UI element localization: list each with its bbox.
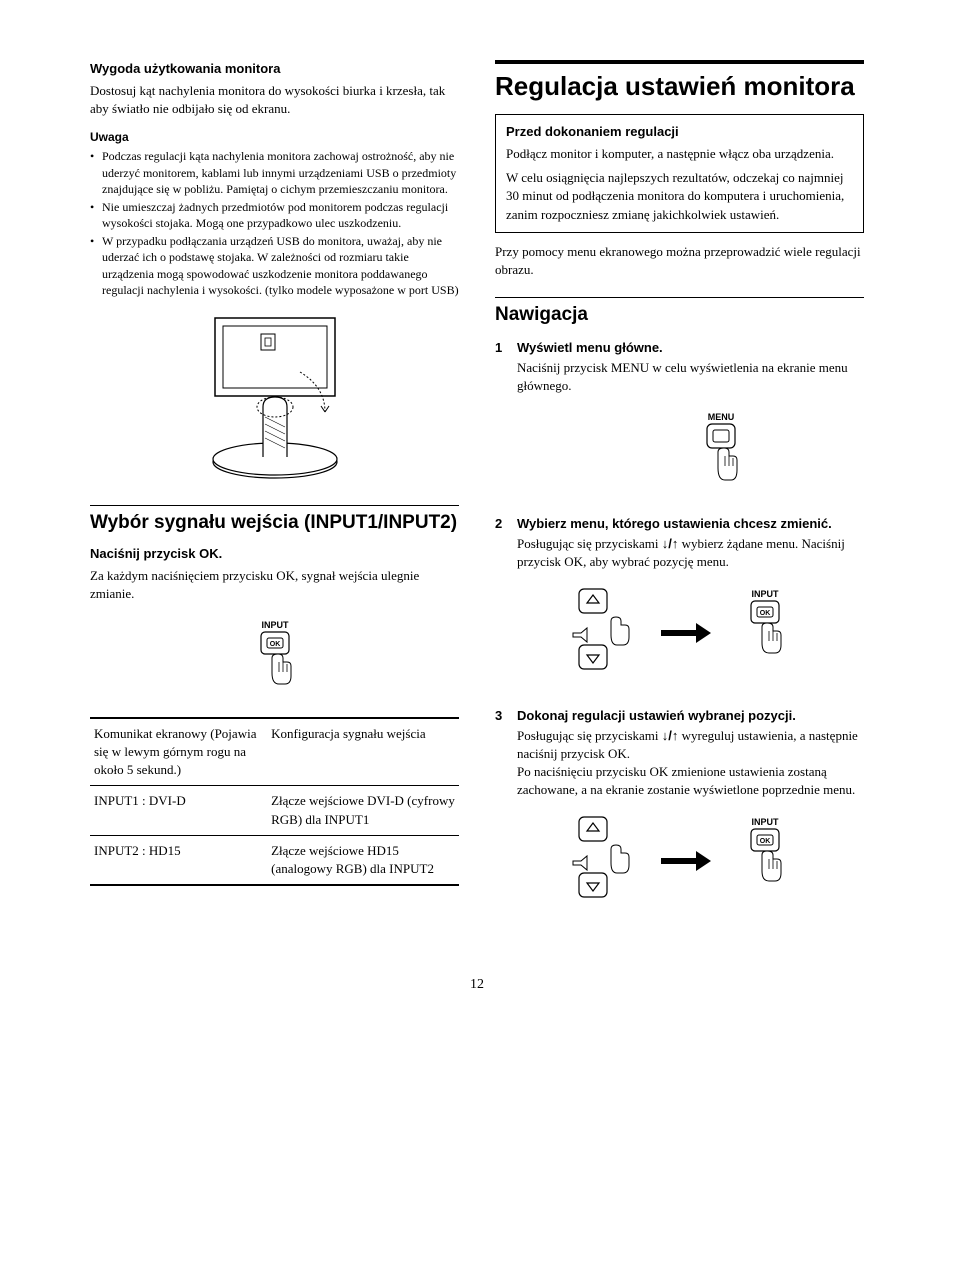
- before-adjust-p2: W celu osiągnięcia najlepszych rezultató…: [506, 169, 853, 224]
- step-title: Wyświetl menu główne.: [517, 339, 864, 357]
- table-row: INPUT1 : DVI-D Złącze wejściowe DVI-D (c…: [90, 786, 459, 835]
- table-row: INPUT2 : HD15 Złącze wejściowe HD15 (ana…: [90, 835, 459, 885]
- svg-text:OK: OK: [759, 610, 770, 617]
- svg-text:INPUT: INPUT: [751, 589, 779, 599]
- table-cell: Złącze wejściowe DVI-D (cyfrowy RGB) dla…: [267, 786, 459, 835]
- table-cell: Złącze wejściowe HD15 (analogowy RGB) dl…: [267, 835, 459, 885]
- note-item: Podczas regulacji kąta nachylenia monito…: [90, 148, 459, 197]
- table-header-col1: Komunikat ekranowy (Pojawia się w lewym …: [90, 718, 267, 786]
- navigation-heading: Nawigacja: [495, 297, 864, 327]
- monitor-comfort-block: Wygoda użytkowania monitora Dostosuj kąt…: [90, 60, 459, 119]
- monitor-comfort-paragraph: Dostosuj kąt nachylenia monitora do wyso…: [90, 82, 459, 118]
- svg-text:INPUT: INPUT: [751, 817, 779, 827]
- table-cell: INPUT1 : DVI-D: [90, 786, 267, 835]
- input-label: INPUT: [261, 620, 289, 630]
- before-adjust-p1: Podłącz monitor i komputer, a następnie …: [506, 145, 853, 163]
- step-item: Wybierz menu, którego ustawienia chcesz …: [495, 515, 864, 691]
- before-adjust-heading: Przed dokonaniem regulacji: [506, 123, 853, 141]
- press-ok-paragraph: Za każdym naciśnięciem przycisku OK, syg…: [90, 567, 459, 603]
- menu-label: MENU: [707, 412, 734, 422]
- right-column: Regulacja ustawień monitora Przed dokona…: [495, 60, 864, 935]
- step-title: Dokonaj regulacji ustawień wybranej pozy…: [517, 707, 864, 725]
- ok-label: OK: [269, 641, 280, 648]
- monitor-tilt-illustration: [90, 312, 459, 487]
- step-body: Posługując się przyciskami ↓/↑ wybierz ż…: [517, 535, 864, 571]
- step-body-2: Po naciśnięciu przycisku OK zmienione us…: [517, 763, 864, 799]
- page-number: 12: [90, 975, 864, 995]
- before-adjust-box: Przed dokonaniem regulacji Podłącz monit…: [495, 114, 864, 233]
- svg-text:OK: OK: [759, 838, 770, 845]
- arrow-ok-figure-2: INPUT OK: [517, 813, 864, 918]
- input-signal-table: Komunikat ekranowy (Pojawia się w lewym …: [90, 717, 459, 886]
- note-item: Nie umieszczaj żadnych przedmiotów pod m…: [90, 199, 459, 231]
- input-select-heading: Wybór sygnału wejścia (INPUT1/INPUT2): [90, 505, 459, 535]
- main-heading: Regulacja ustawień monitora: [495, 60, 864, 102]
- step-body: Posługując się przyciskami ↓/↑ wyreguluj…: [517, 727, 864, 763]
- note-item: W przypadku podłączania urządzeń USB do …: [90, 233, 459, 298]
- note-list: Podczas regulacji kąta nachylenia monito…: [90, 148, 459, 298]
- step-title: Wybierz menu, którego ustawienia chcesz …: [517, 515, 864, 533]
- note-heading: Uwaga: [90, 129, 459, 146]
- input-button-figure: INPUT OK: [90, 618, 459, 703]
- step-body: Naciśnij przycisk MENU w celu wyświetlen…: [517, 359, 864, 395]
- monitor-comfort-heading: Wygoda użytkowania monitora: [90, 60, 459, 78]
- page-columns: Wygoda użytkowania monitora Dostosuj kąt…: [90, 60, 864, 935]
- osd-intro-paragraph: Przy pomocy menu ekranowego można przepr…: [495, 243, 864, 279]
- step-item: Wyświetl menu główne. Naciśnij przycisk …: [495, 339, 864, 499]
- navigation-steps: Wyświetl menu główne. Naciśnij przycisk …: [495, 339, 864, 919]
- arrow-ok-figure: INPUT OK: [517, 585, 864, 690]
- menu-button-figure: MENU: [517, 410, 864, 499]
- down-up-arrows-icon: ↓/↑: [662, 728, 679, 743]
- down-up-arrows-icon: ↓/↑: [662, 536, 679, 551]
- left-column: Wygoda użytkowania monitora Dostosuj kąt…: [90, 60, 459, 935]
- step-item: Dokonaj regulacji ustawień wybranej pozy…: [495, 707, 864, 919]
- table-cell: INPUT2 : HD15: [90, 835, 267, 885]
- table-header-col2: Konfiguracja sygnału wejścia: [267, 718, 459, 786]
- press-ok-heading: Naciśnij przycisk OK.: [90, 545, 459, 563]
